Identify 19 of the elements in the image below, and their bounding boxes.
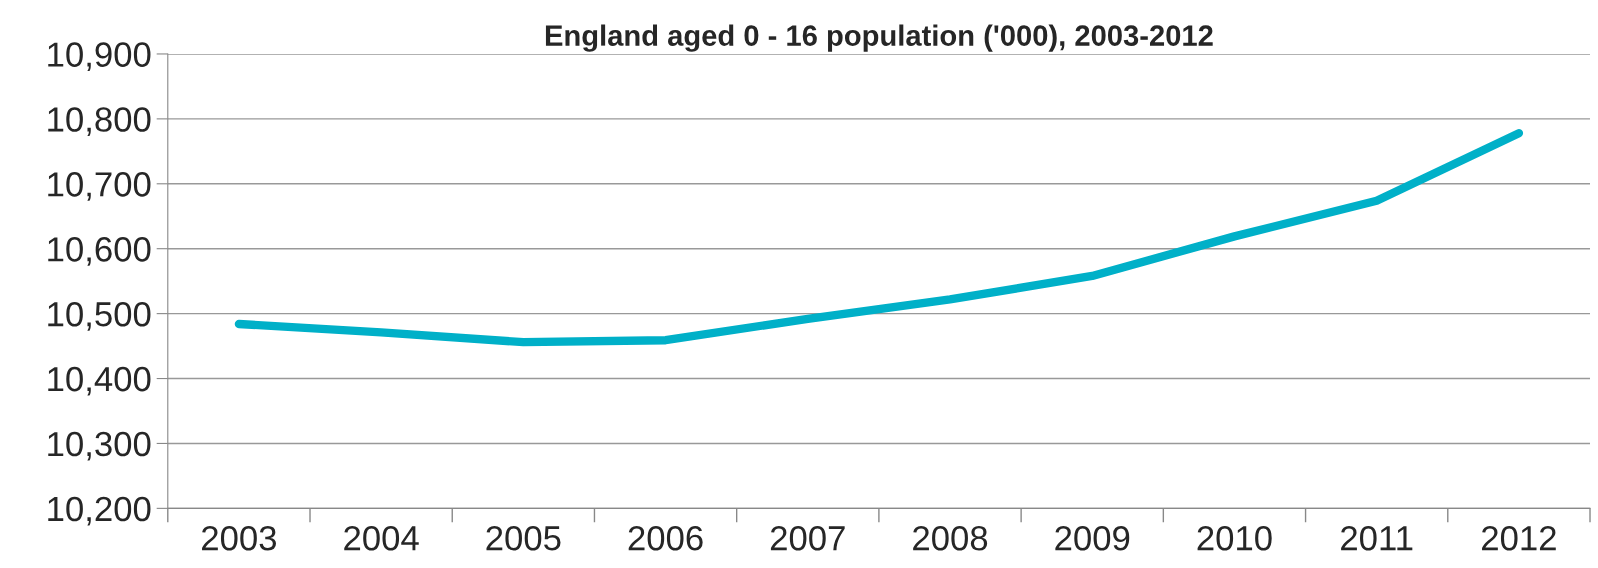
x-tick-label: 2004 [344, 525, 419, 551]
x-tick-label: 2009 [1055, 525, 1130, 551]
y-tick-label: 10,900 [48, 42, 151, 71]
x-tick-label: 2008 [913, 525, 988, 551]
y-tick-label: 10,700 [48, 172, 151, 201]
chart-title: England aged 0 - 16 population ('000), 2003-2012 [545, 24, 1213, 52]
y-tick-label: 10,600 [48, 237, 151, 266]
x-tick-label: 2011 [1341, 525, 1413, 551]
y-tick-label: 10,400 [48, 366, 151, 396]
y-tick-label: 10,300 [48, 431, 151, 461]
x-tick-label: 2012 [1482, 525, 1556, 551]
x-tick-label: 2003 [202, 525, 276, 551]
x-tick-label: 2005 [486, 525, 561, 551]
x-tick-label: 2006 [628, 525, 703, 551]
y-tick-label: 10,500 [48, 301, 151, 331]
x-tick-label: 2010 [1197, 525, 1272, 551]
y-tick-label: 10,200 [48, 496, 151, 526]
y-tick-label: 10,800 [48, 107, 151, 136]
x-tick-label: 2007 [770, 525, 845, 551]
